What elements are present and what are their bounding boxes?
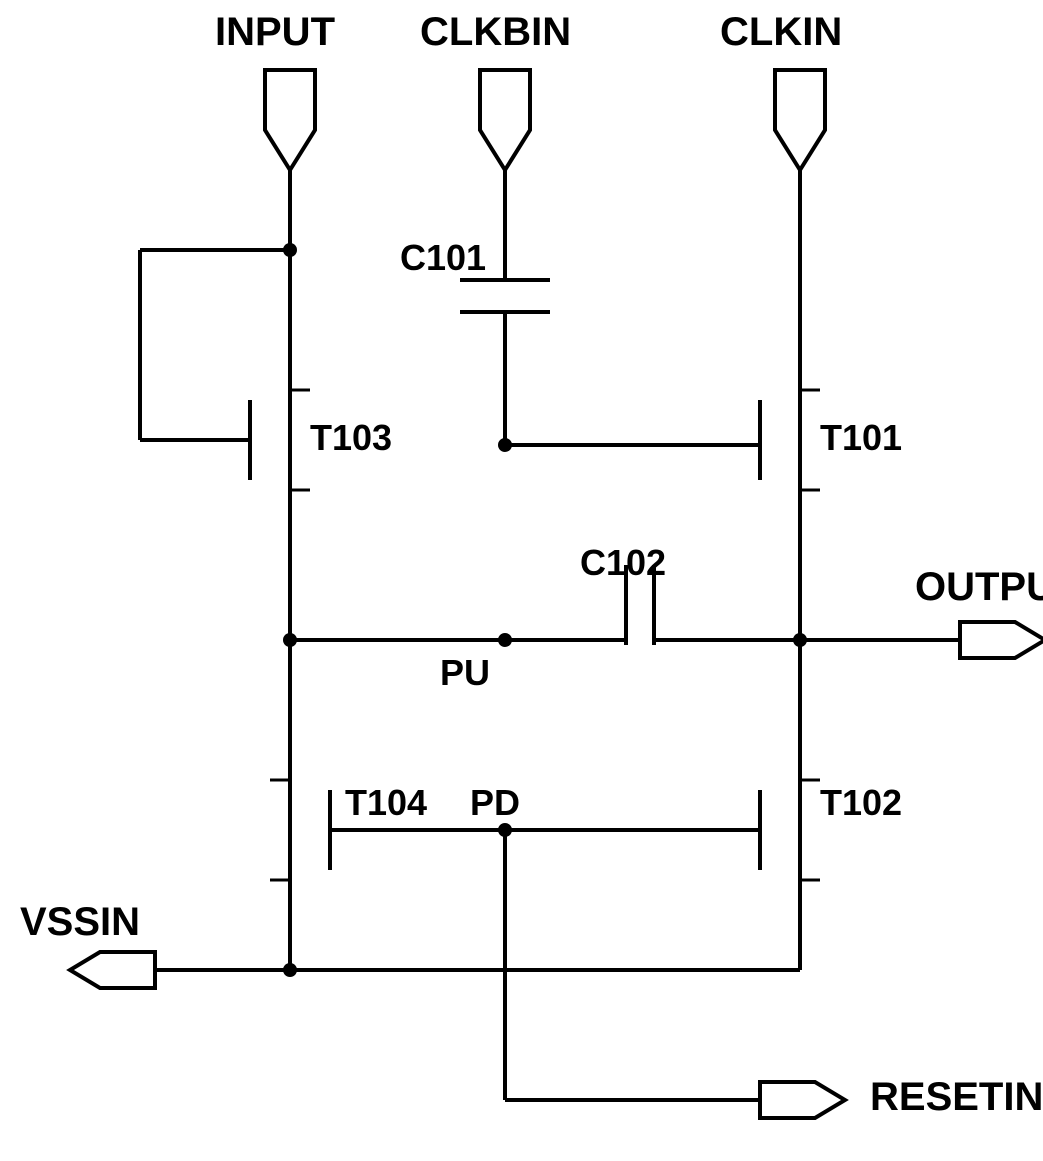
label-input: INPUT: [215, 10, 335, 54]
label-t104: T104: [345, 782, 427, 823]
label-c102: C102: [580, 542, 666, 583]
label-t101: T101: [820, 417, 902, 458]
label-t102: T102: [820, 782, 902, 823]
label-pu: PU: [440, 652, 490, 693]
label-t103: T103: [310, 417, 392, 458]
circuit-schematic: INPUT CLKBIN CLKIN C101 T103 T101 PU C102 OUTPUT…: [0, 0, 1043, 1161]
label-resetin: RESETIN: [870, 1075, 1043, 1119]
label-clkbin: CLKBIN: [420, 10, 571, 54]
label-clkin: CLKIN: [720, 10, 842, 54]
label-pd: PD: [470, 782, 520, 823]
label-output: OUTPUT: [915, 565, 1043, 609]
label-c101: C101: [400, 237, 486, 278]
label-vssin: VSSIN: [20, 900, 140, 944]
